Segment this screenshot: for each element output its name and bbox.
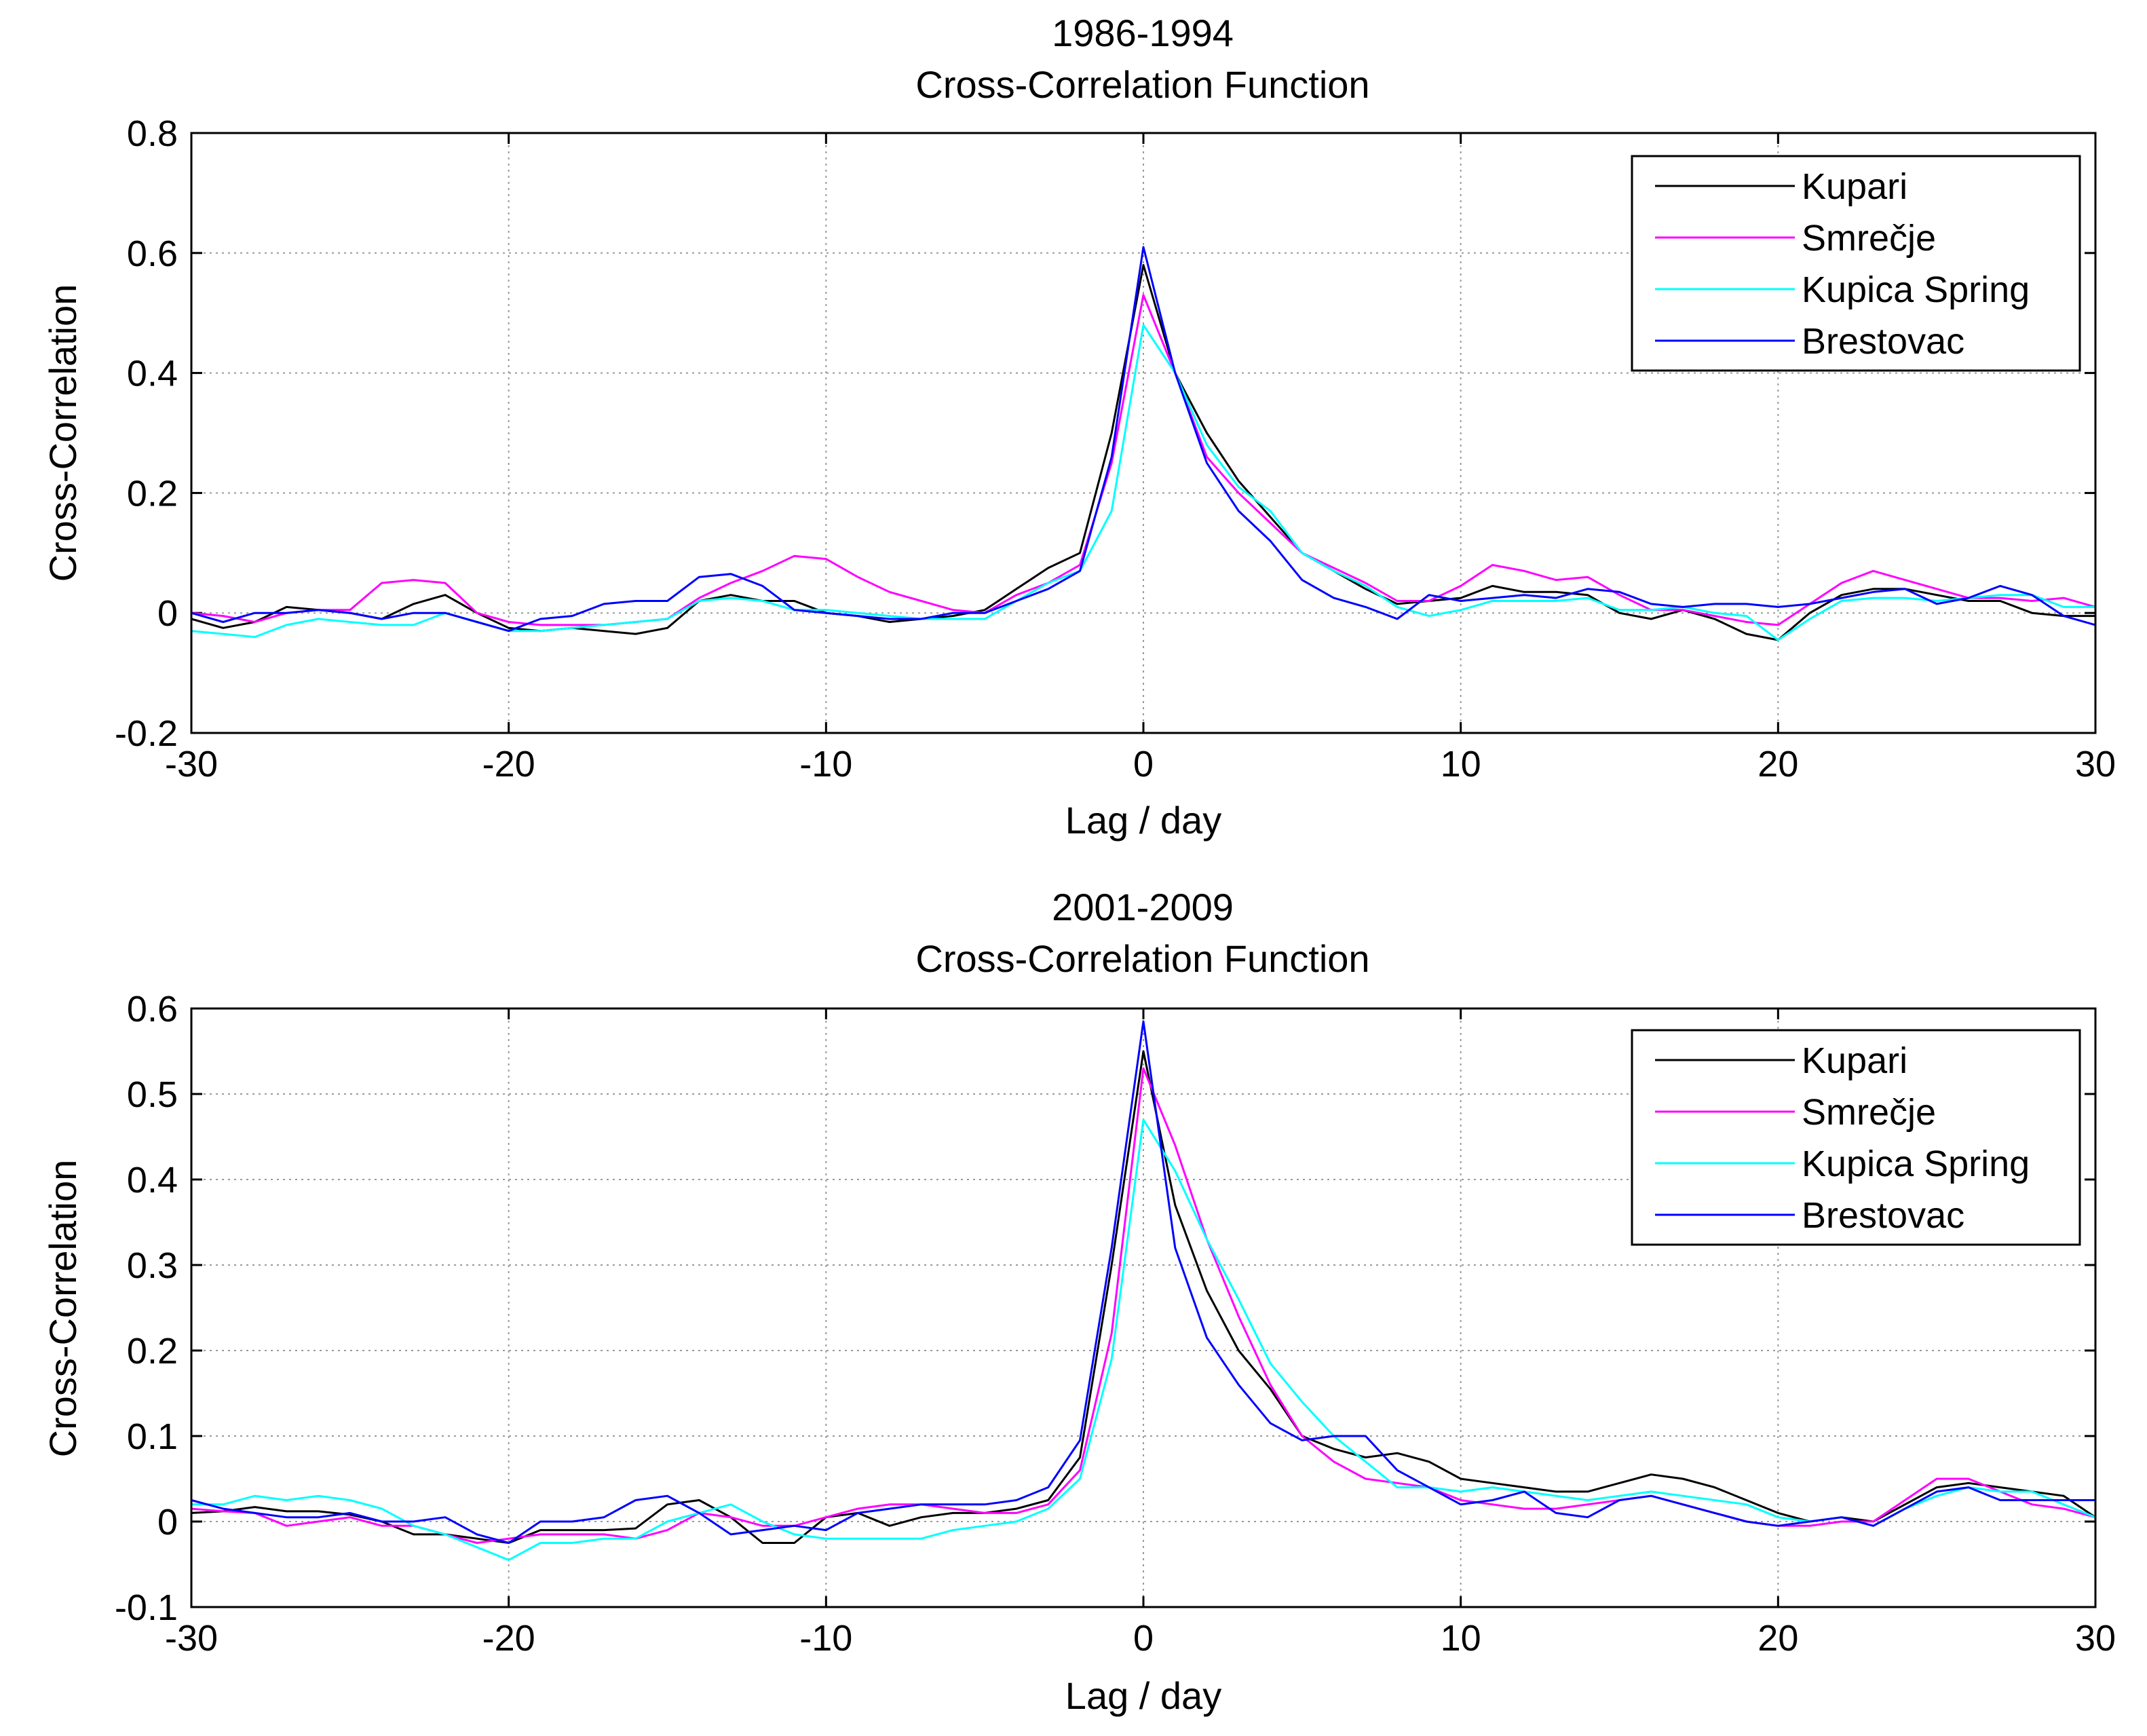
legend: Kupari Smrečje Kupica Spring Brestovac: [1631, 1029, 2081, 1246]
chart-subtitle: Cross-Correlation Function: [915, 937, 1369, 980]
chart-title: 2001-2009: [1052, 886, 1234, 928]
legend-box: [1631, 155, 2081, 372]
legend: Kupari Smrečje Kupica Spring Brestovac: [1631, 155, 2081, 372]
chart-title: 1986-1994: [1052, 12, 1234, 54]
x-tick-label: 20: [1758, 1618, 1798, 1659]
legend-label-kupica-spring: Kupica Spring: [1802, 269, 2030, 310]
y-tick-label: 0.6: [127, 233, 178, 274]
x-tick-label: -30: [165, 1618, 218, 1659]
x-tick-label: -10: [799, 744, 852, 785]
legend-box: [1631, 1029, 2081, 1246]
y-tick-label: -0.2: [115, 713, 178, 754]
y-tick-label: -0.1: [115, 1587, 178, 1628]
y-tick-label: 0.4: [127, 1160, 178, 1201]
x-tick-label: -10: [799, 1618, 852, 1659]
y-tick-label: 0.2: [127, 1331, 178, 1372]
y-tick-label: 0: [157, 1502, 178, 1543]
y-tick-label: 0.2: [127, 473, 178, 514]
y-tick-label: 0.5: [127, 1074, 178, 1115]
y-tick-label: 0.1: [127, 1416, 178, 1457]
y-tick-label: 0.4: [127, 354, 178, 394]
x-tick-label: -20: [482, 1618, 535, 1659]
legend-label-brestovac: Brestovac: [1802, 321, 1964, 362]
x-axis-label: Lag / day: [1065, 799, 1221, 842]
series-line-kupica-spring: [191, 1118, 2096, 1562]
legend-label-smrecje: Smrečje: [1802, 1092, 1936, 1133]
series-line-smrecje: [191, 294, 2096, 626]
y-tick-label: 0: [157, 593, 178, 634]
plot-frame: [190, 1007, 2097, 1608]
x-tick-label: 20: [1758, 744, 1798, 785]
x-tick-label: -20: [482, 744, 535, 785]
x-tick-label: 0: [1133, 1618, 1154, 1659]
y-tick-label: 0.8: [127, 113, 178, 154]
series-line-brestovac: [191, 246, 2096, 633]
chart-2001-2009: 2001-2009 Cross-Correlation Function -30…: [41, 886, 2116, 1717]
y-axis-label: Cross-Correlation: [41, 1160, 84, 1458]
legend-label-kupari: Kupari: [1802, 166, 1907, 207]
x-tick-label: 10: [1441, 744, 1481, 785]
y-tick-label: 0.3: [127, 1245, 178, 1286]
x-axis-label: Lag / day: [1065, 1674, 1221, 1717]
y-axis-label: Cross-Correlation: [41, 284, 84, 582]
legend-label-smrecje: Smrečje: [1802, 218, 1936, 259]
series-line-brestovac: [191, 1020, 2095, 1544]
chart-subtitle: Cross-Correlation Function: [915, 63, 1369, 106]
x-tick-label: 10: [1441, 1618, 1481, 1659]
x-tick-label: 30: [2075, 744, 2116, 785]
chart-1986-1994: 1986-1994 Cross-Correlation Function -30…: [41, 12, 2116, 842]
legend-label-kupari: Kupari: [1802, 1040, 1907, 1081]
x-tick-label: 0: [1133, 744, 1154, 785]
legend-label-brestovac: Brestovac: [1802, 1195, 1964, 1236]
x-tick-label: 30: [2075, 1618, 2116, 1659]
y-tick-label: 0.6: [127, 989, 178, 1030]
x-tick-label: -30: [165, 744, 218, 785]
plot-frame: [190, 132, 2097, 734]
legend-label-kupica-spring: Kupica Spring: [1802, 1144, 2030, 1184]
